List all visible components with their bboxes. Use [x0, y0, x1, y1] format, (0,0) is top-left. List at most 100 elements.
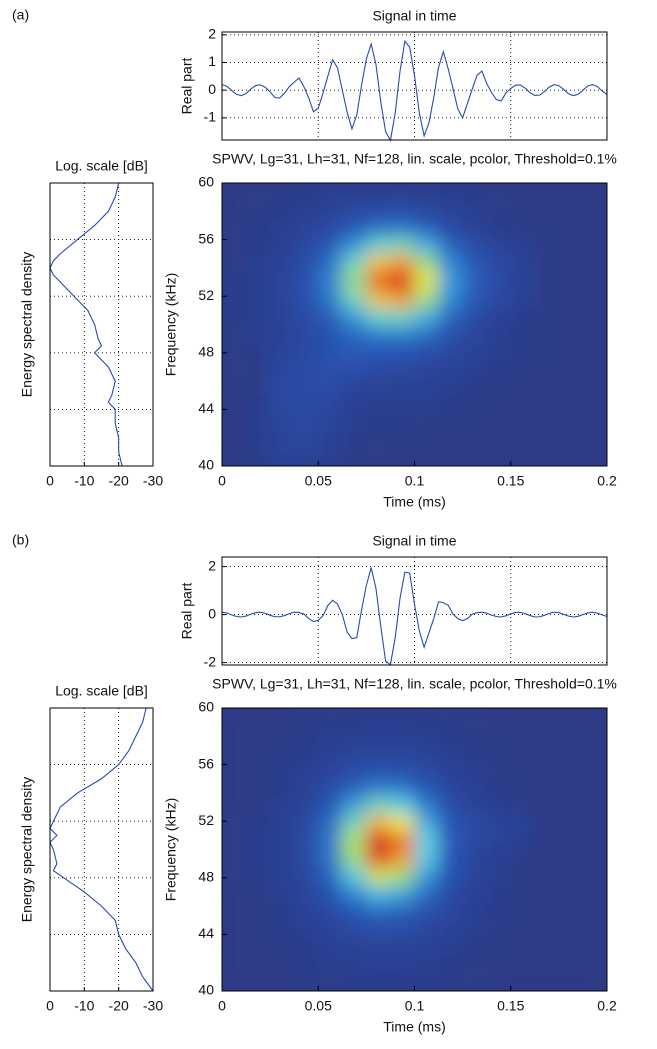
heatmap-cell	[293, 866, 319, 886]
heatmap-cell	[389, 288, 415, 308]
heatmap-cell	[317, 795, 343, 815]
heatmap-cell	[341, 919, 367, 939]
heatmap-cell	[293, 955, 319, 974]
heatmap-cell	[486, 902, 512, 921]
x-tick-label: 0.05	[305, 998, 332, 1014]
heatmap-cell	[222, 919, 247, 939]
heatmap-cell	[534, 324, 560, 343]
heatmap-cell	[341, 849, 367, 868]
heatmap-cell	[558, 813, 584, 833]
heatmap-cell	[582, 359, 607, 379]
heatmap-cell	[341, 359, 367, 379]
heatmap-cell	[269, 919, 295, 939]
heatmap-cell	[341, 778, 367, 797]
heatmap-cell	[365, 778, 391, 797]
heatmap-cell	[510, 955, 536, 974]
heatmap-cell	[317, 902, 343, 921]
y-tick-label: 2	[208, 557, 216, 573]
heatmap-cell	[365, 288, 391, 308]
heatmap-cell	[486, 217, 512, 237]
heatmap-cell	[510, 884, 536, 904]
x-tick-label: 0.15	[497, 998, 524, 1014]
heatmap-cell	[582, 849, 607, 868]
heatmap-cell	[222, 725, 247, 744]
heatmap-cell	[462, 200, 488, 219]
heatmap-cell	[341, 831, 367, 850]
heatmap-cell	[534, 183, 560, 202]
heatmap-cell	[317, 217, 343, 237]
heatmap-cell	[510, 831, 536, 850]
heatmap-cell	[245, 430, 271, 449]
heatmap-cell	[462, 270, 488, 290]
heatmap-cell	[389, 849, 415, 868]
heatmap-cell	[341, 884, 367, 904]
heatmap-cell	[582, 412, 607, 432]
heatmap-cell	[438, 447, 464, 466]
heatmap-cell	[245, 217, 271, 237]
chart-title: Log. scale [dB]	[55, 158, 148, 174]
heatmap-cell	[341, 270, 367, 290]
heatmap-cell	[414, 324, 440, 343]
heatmap-cell	[245, 708, 271, 727]
heatmap-cell	[534, 866, 560, 886]
heatmap-cell	[534, 778, 560, 797]
heatmap-cell	[269, 813, 295, 833]
heatmap-cell	[486, 742, 512, 762]
heatmap-cell	[269, 447, 295, 466]
heatmap-cell	[438, 217, 464, 237]
heatmap-cell	[293, 742, 319, 762]
heatmap-cell	[558, 324, 584, 343]
heatmap-cell	[534, 725, 560, 744]
heatmap-cell	[486, 430, 512, 449]
heatmap-cell	[462, 795, 488, 815]
heatmap-cell	[365, 200, 391, 219]
heatmap-cell	[486, 972, 512, 991]
heatmap-cell	[582, 902, 607, 921]
heatmap-cell	[222, 270, 247, 290]
heatmap-cell	[486, 760, 512, 780]
heatmap-cell	[462, 447, 488, 466]
heatmap-cell	[462, 341, 488, 361]
heatmap-cell	[438, 341, 464, 361]
heatmap-cell	[365, 725, 391, 744]
heatmap-cell	[269, 866, 295, 886]
heatmap-cell	[582, 742, 607, 762]
heatmap-cell	[317, 937, 343, 957]
heatmap-cell	[438, 742, 464, 762]
heatmap-cell	[462, 760, 488, 780]
heatmap-cell	[582, 430, 607, 449]
heatmap-cell	[293, 200, 319, 219]
heatmap-cell	[269, 217, 295, 237]
y-tick-label: 0	[208, 81, 216, 97]
heatmap-cells	[222, 183, 607, 466]
heatmap-cell	[317, 324, 343, 343]
heatmap-cell	[438, 412, 464, 432]
x-tick-label: -10	[74, 473, 94, 489]
heatmap-cell	[389, 270, 415, 290]
heatmap-cell	[510, 902, 536, 921]
heatmap-cell	[414, 430, 440, 449]
heatmap-cell	[341, 972, 367, 991]
y-tick-label: 52	[198, 812, 214, 828]
heatmap-cell	[365, 377, 391, 396]
heatmap-cell	[438, 902, 464, 921]
heatmap-cell	[558, 725, 584, 744]
heatmap-cell	[293, 430, 319, 449]
heatmap-cell	[510, 742, 536, 762]
heatmap-cell	[558, 849, 584, 868]
heatmap-cell	[558, 430, 584, 449]
heatmap-cell	[245, 849, 271, 868]
y-tick-label: -1	[204, 109, 217, 125]
heatmap-cell	[317, 955, 343, 974]
heatmap-cell	[582, 778, 607, 797]
heatmap-area	[222, 708, 607, 991]
heatmap-cell	[534, 919, 560, 939]
heatmap-cell	[510, 412, 536, 432]
heatmap-cell	[365, 884, 391, 904]
y-tick-label: 0	[208, 605, 216, 621]
y-tick-label: 40	[198, 982, 214, 998]
heatmap-cell	[438, 919, 464, 939]
heatmap-cell	[317, 778, 343, 797]
heatmap-cell	[389, 412, 415, 432]
